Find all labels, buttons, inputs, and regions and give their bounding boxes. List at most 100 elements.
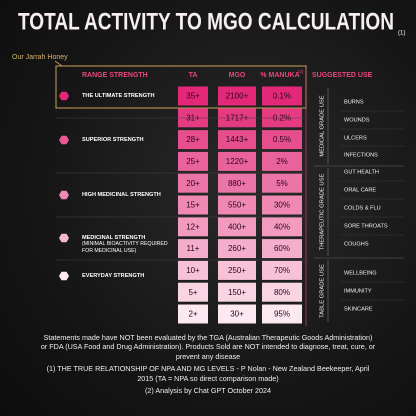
use-label: SKINCARE xyxy=(344,306,373,312)
cell xyxy=(178,239,208,259)
cell xyxy=(178,173,208,193)
cell xyxy=(262,217,302,237)
strength-name: MEDICINAL STRENGTH xyxy=(82,234,146,241)
grade-label: MEDICAL GRADE USE xyxy=(320,95,326,156)
disclaimer: Statements made have NOT been evaluated … xyxy=(40,333,376,361)
strength-note: (MINIMAL BIOACTIVITY REQUIRED FOR MEDICI… xyxy=(82,241,168,254)
column-header: % MANUKA xyxy=(260,72,299,79)
cell-value: 25+ xyxy=(186,157,200,166)
grade-label: THERAPEUTIC GRADE USE xyxy=(320,174,326,251)
cell xyxy=(262,304,302,324)
strength-bullet xyxy=(59,190,69,200)
strength-name: HIGH MEDICINAL STRENGTH xyxy=(82,191,161,198)
cell xyxy=(178,260,208,280)
cell xyxy=(262,130,302,150)
header-note: (2) xyxy=(298,69,304,74)
cell-value: 15+ xyxy=(186,201,200,210)
title: TOTAL ACTIVITY TO MGO CALCULATION xyxy=(18,8,394,35)
analysis: (2) Analysis by Chat GPT October 2024 xyxy=(144,386,272,396)
use-label: SORE THROATS xyxy=(344,223,388,229)
use-label: ORAL CARE xyxy=(344,187,376,193)
annotation-pointer xyxy=(54,60,63,67)
cell xyxy=(178,151,208,171)
strength-label: SUPERIOR STRENGTH xyxy=(82,137,174,144)
cell-value: 30+ xyxy=(230,310,244,319)
cell-value: 60% xyxy=(274,244,290,253)
cell xyxy=(178,86,208,106)
strength-bullet xyxy=(59,271,69,281)
cell xyxy=(262,151,302,171)
cell xyxy=(178,217,208,237)
cell-value: 0.1% xyxy=(273,92,291,101)
cell xyxy=(218,304,256,324)
strength-label: HIGH MEDICINAL STRENGTH xyxy=(82,192,174,199)
cell xyxy=(262,173,302,193)
cell-value: 35+ xyxy=(186,92,200,101)
cell xyxy=(218,173,256,193)
use-label: WELLBEING xyxy=(344,270,377,276)
cell-value: 2+ xyxy=(188,310,197,319)
reference: (1) THE TRUE RELATIONSHIP OF NPA AND MG … xyxy=(46,364,370,383)
cell-value: 5+ xyxy=(188,288,197,297)
cell-value: 1443+ xyxy=(226,135,249,144)
cell-value: 0.5% xyxy=(273,135,291,144)
strength-label: EVERYDAY STRENGTH xyxy=(82,273,174,280)
strength-label: THE ULTIMATE STRENGTH xyxy=(82,93,174,100)
strength-label: MEDICINAL STRENGTH (MINIMAL BIOACTIVITY R… xyxy=(82,235,174,255)
cell-value: 80% xyxy=(274,288,290,297)
strength-name: EVERYDAY STRENGTH xyxy=(82,272,145,279)
title-note: (1) xyxy=(398,31,405,37)
cell-value: 1220+ xyxy=(226,157,249,166)
cell-value: 30% xyxy=(274,201,290,210)
strength-bullet xyxy=(59,135,69,145)
use-label: WOUNDS xyxy=(344,117,370,123)
cell xyxy=(218,151,256,171)
cell xyxy=(262,282,302,302)
cell xyxy=(178,195,208,215)
cell-value: 150+ xyxy=(228,288,246,297)
cell xyxy=(218,195,256,215)
use-label: COUGHS xyxy=(344,241,369,247)
cell-value: 11+ xyxy=(187,244,200,253)
cell xyxy=(178,304,208,324)
cell-value: 28+ xyxy=(186,135,200,144)
cell xyxy=(218,130,256,150)
use-label: ULCERS xyxy=(344,135,367,141)
cell-value: 12+ xyxy=(186,222,200,231)
cell-value: 550+ xyxy=(228,201,246,210)
cell-value: 10+ xyxy=(186,266,200,275)
cell xyxy=(262,195,302,215)
cell xyxy=(218,239,256,259)
column-header: RANGE STRENGTH xyxy=(82,72,148,79)
strength-name: THE ULTIMATE STRENGTH xyxy=(82,92,155,99)
column-header: SUGGESTED USE xyxy=(312,72,373,79)
cell xyxy=(178,130,208,150)
cell xyxy=(178,282,208,302)
strength-name: SUPERIOR STRENGTH xyxy=(82,136,144,143)
cell xyxy=(218,86,256,106)
cell-value: 2100+ xyxy=(226,92,249,101)
use-label: IMMUNITY xyxy=(344,288,372,294)
cell-value: 5% xyxy=(276,179,288,188)
cell-value: 70% xyxy=(274,266,290,275)
cell-value: 20+ xyxy=(186,179,200,188)
cell-value: 95% xyxy=(274,310,290,319)
use-label: INFECTIONS xyxy=(344,152,378,158)
cell-value: 250+ xyxy=(228,266,246,275)
use-label: BURNS xyxy=(344,99,364,105)
cell-value: 40% xyxy=(274,222,290,231)
column-header: TA xyxy=(189,72,198,79)
use-label: COLDS & FLU xyxy=(344,205,381,211)
footer: Statements made have NOT been evaluated … xyxy=(40,333,376,398)
use-label: GUT HEALTH xyxy=(344,169,379,175)
grade-label: TABLE GRADE USE xyxy=(320,264,326,318)
strength-bullet xyxy=(59,233,69,243)
column-header: MGO xyxy=(229,72,246,79)
cell xyxy=(262,260,302,280)
strength-bullet xyxy=(59,91,69,101)
cell-value: 400+ xyxy=(228,222,246,231)
cell xyxy=(218,282,256,302)
cell xyxy=(218,217,256,237)
cell xyxy=(262,239,302,259)
